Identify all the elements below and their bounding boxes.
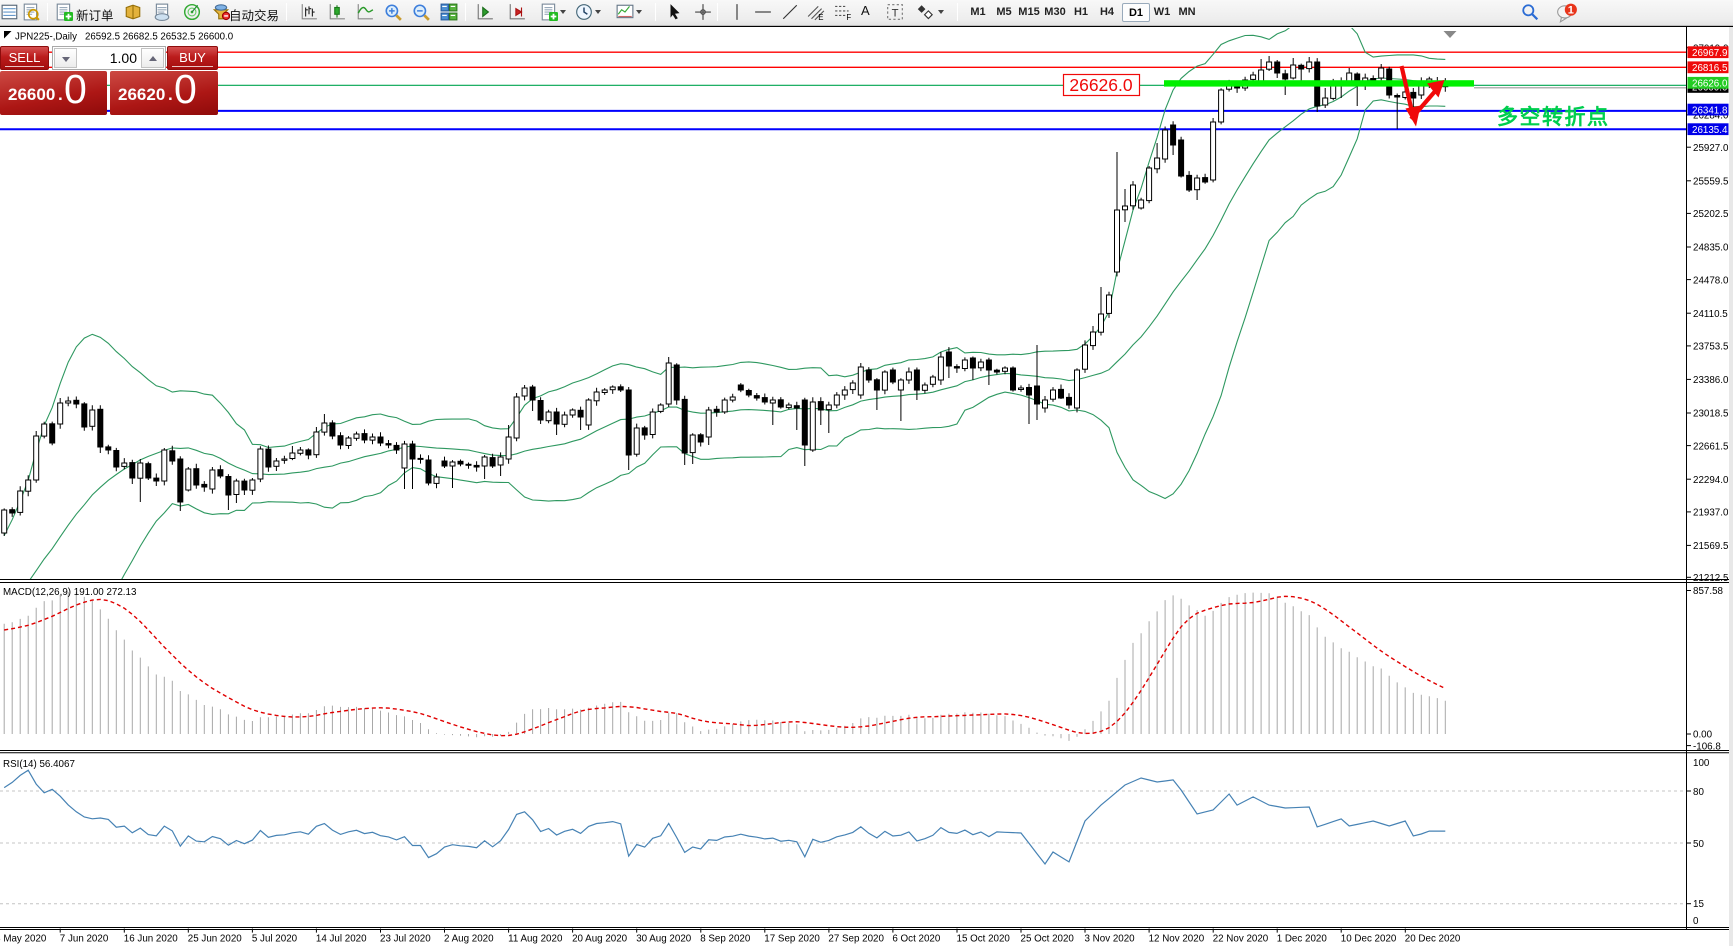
svg-text:3 Nov 2020: 3 Nov 2020 — [1085, 934, 1136, 945]
svg-text:6 Oct 2020: 6 Oct 2020 — [892, 934, 940, 945]
svg-text:23 Jul 2020: 23 Jul 2020 — [380, 934, 431, 945]
svg-text:26135.4: 26135.4 — [1692, 125, 1728, 136]
svg-text:1: 1 — [1568, 5, 1574, 17]
svg-text:857.58: 857.58 — [1693, 586, 1724, 597]
svg-text:T: T — [892, 8, 899, 20]
svg-text:5 Jul 2020: 5 Jul 2020 — [252, 934, 298, 945]
svg-text:27 Sep 2020: 27 Sep 2020 — [828, 934, 884, 945]
svg-text:28 May 2020: 28 May 2020 — [0, 934, 47, 945]
svg-text:15 Oct 2020: 15 Oct 2020 — [957, 934, 1011, 945]
svg-text:8 Sep 2020: 8 Sep 2020 — [700, 934, 751, 945]
svg-text:21212.5: 21212.5 — [1693, 573, 1729, 584]
svg-text:21937.0: 21937.0 — [1693, 508, 1729, 519]
svg-text:JPN225-,Daily 26592.5 26682.: JPN225-,Daily 26592.5 26682.5 26532.5 26… — [15, 32, 234, 43]
svg-text:80: 80 — [1693, 787, 1704, 798]
svg-text:25202.5: 25202.5 — [1693, 209, 1729, 220]
svg-text:26626.0: 26626.0 — [1069, 75, 1133, 95]
svg-text:21569.5: 21569.5 — [1693, 541, 1729, 552]
svg-text:11 Aug 2020: 11 Aug 2020 — [508, 934, 563, 945]
svg-text:25927.0: 25927.0 — [1693, 143, 1729, 154]
svg-text:0.00: 0.00 — [1693, 730, 1713, 741]
svg-text:22 Nov 2020: 22 Nov 2020 — [1213, 934, 1269, 945]
svg-text:E: E — [818, 13, 823, 21]
svg-text:F: F — [846, 13, 851, 21]
svg-text:2 Aug 2020: 2 Aug 2020 — [444, 934, 494, 945]
svg-text:20 Dec 2020: 20 Dec 2020 — [1405, 934, 1461, 945]
svg-text:25559.5: 25559.5 — [1693, 177, 1729, 188]
svg-text:22294.0: 22294.0 — [1693, 475, 1729, 486]
svg-text:20 Aug 2020: 20 Aug 2020 — [572, 934, 628, 945]
svg-text:23386.0: 23386.0 — [1693, 375, 1729, 386]
svg-text:15: 15 — [1693, 899, 1704, 910]
svg-text:0: 0 — [1693, 916, 1699, 927]
svg-text:50: 50 — [1693, 839, 1704, 850]
svg-text:10 Dec 2020: 10 Dec 2020 — [1341, 934, 1397, 945]
svg-text:多空转折点: 多空转折点 — [1497, 105, 1610, 129]
svg-text:24835.0: 24835.0 — [1693, 243, 1729, 254]
svg-text:24110.5: 24110.5 — [1693, 309, 1728, 320]
svg-text:22661.5: 22661.5 — [1693, 441, 1729, 452]
svg-text:26626.0: 26626.0 — [1692, 79, 1728, 90]
svg-text:16 Jun 2020: 16 Jun 2020 — [124, 934, 178, 945]
svg-text:26341.8: 26341.8 — [1692, 105, 1728, 116]
svg-text:30 Aug 2020: 30 Aug 2020 — [636, 934, 692, 945]
svg-text:14 Jul 2020: 14 Jul 2020 — [316, 934, 367, 945]
svg-text:26284.0: 26284.0 — [1693, 111, 1729, 122]
svg-text:23018.5: 23018.5 — [1693, 409, 1729, 420]
svg-text:23753.5: 23753.5 — [1693, 342, 1729, 353]
svg-text:26816.5: 26816.5 — [1692, 63, 1728, 74]
svg-text:26967.9: 26967.9 — [1692, 48, 1727, 59]
svg-text:1 Dec 2020: 1 Dec 2020 — [1277, 934, 1328, 945]
svg-text:7 Jun 2020: 7 Jun 2020 — [60, 934, 109, 945]
svg-text:-106.8: -106.8 — [1693, 741, 1721, 752]
svg-text:MACD(12,26,9) 191.00 272.13: MACD(12,26,9) 191.00 272.13 — [3, 587, 137, 598]
svg-text:RSI(14) 56.4067: RSI(14) 56.4067 — [3, 759, 75, 770]
svg-text:24478.0: 24478.0 — [1693, 275, 1729, 286]
svg-text:17 Sep 2020: 17 Sep 2020 — [764, 934, 820, 945]
svg-text:25 Jun 2020: 25 Jun 2020 — [188, 934, 242, 945]
svg-text:100: 100 — [1693, 758, 1710, 769]
svg-text:12 Nov 2020: 12 Nov 2020 — [1149, 934, 1205, 945]
svg-text:25 Oct 2020: 25 Oct 2020 — [1021, 934, 1075, 945]
